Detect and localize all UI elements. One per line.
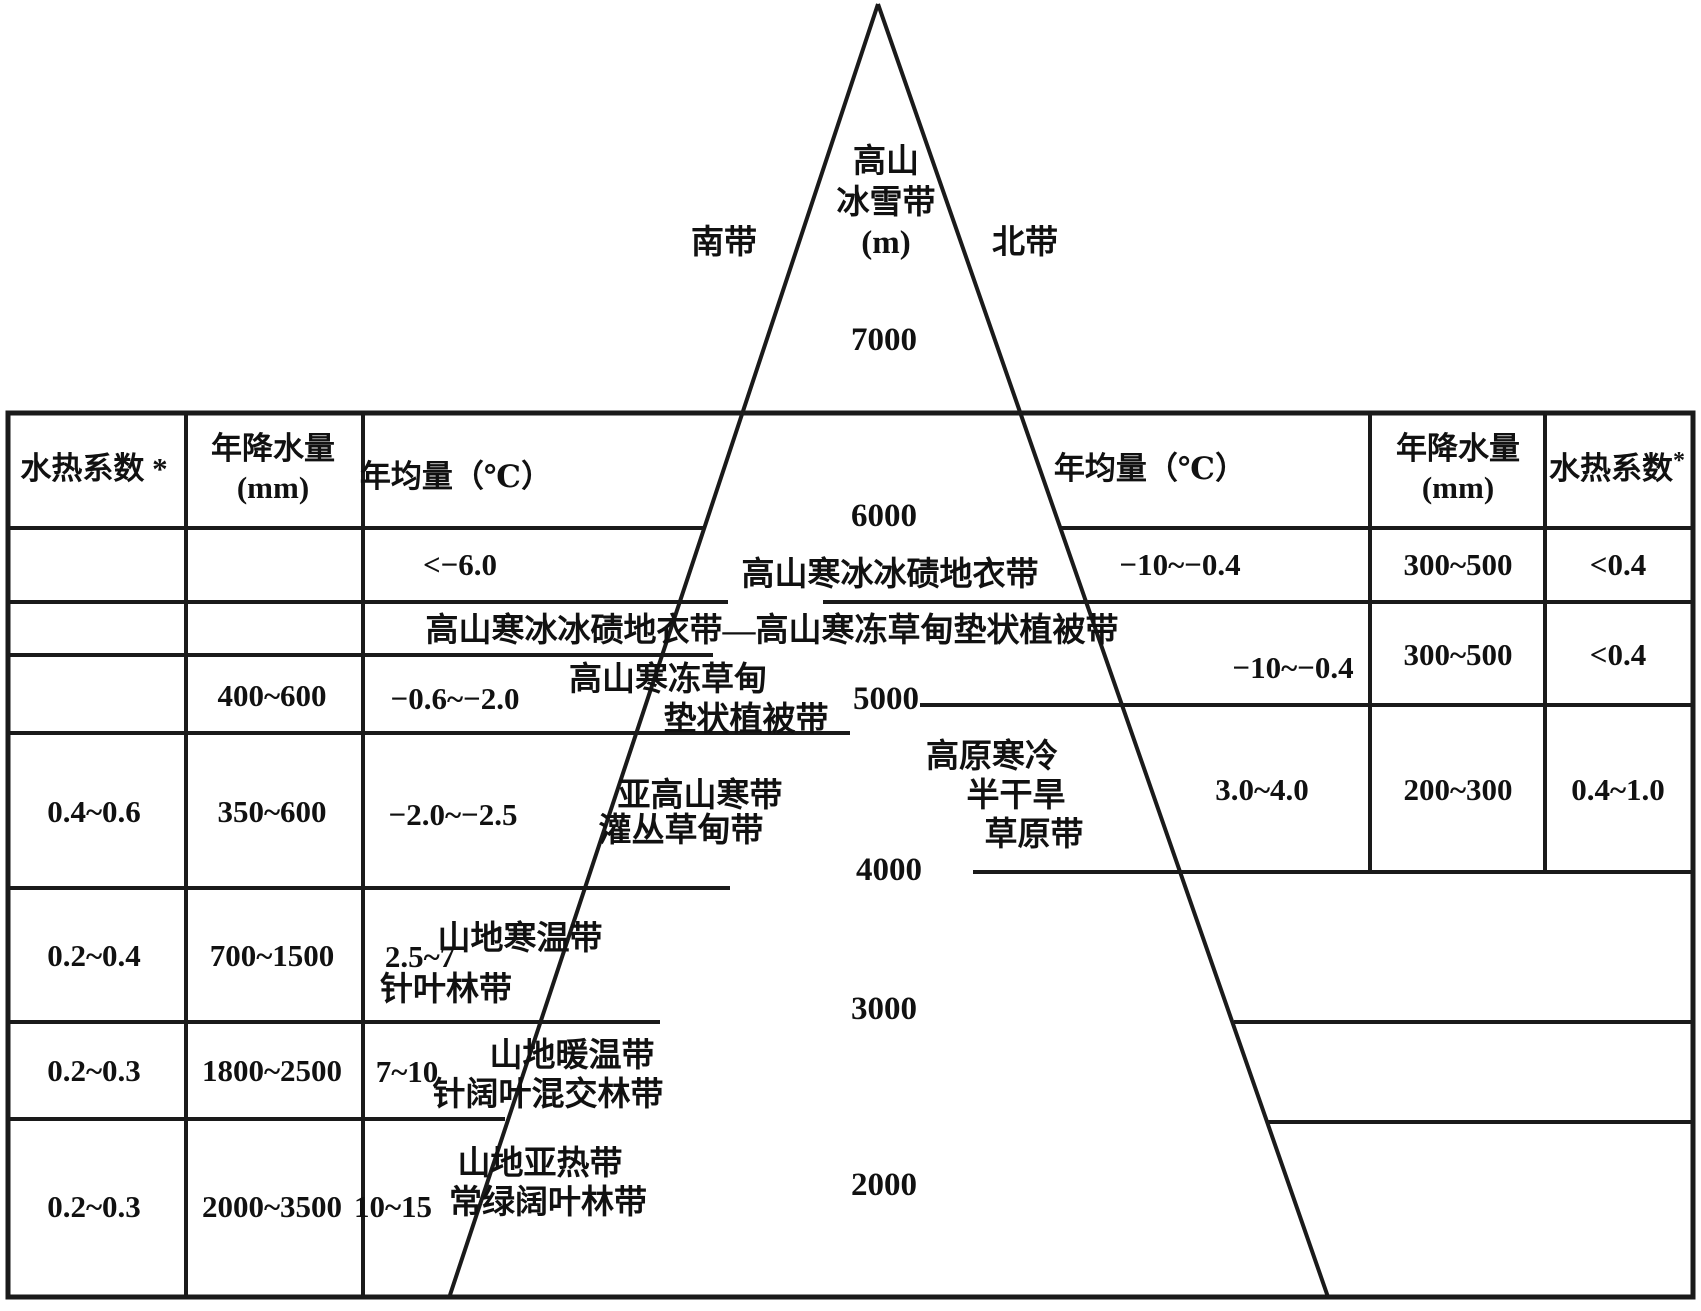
right-header-precip-line2: (mm) <box>1421 470 1495 506</box>
left-header-coefficient: 水热系数 * <box>20 451 168 487</box>
left-r5-precip: 700~1500 <box>209 938 335 974</box>
left-r5-coef: 0.2~0.4 <box>47 938 141 974</box>
zone-subalpine-line1: 亚高山寒带 <box>617 778 783 815</box>
summit-label-line2: 冰雪带 <box>836 185 936 222</box>
left-header-precip-line1: 年降水量 <box>211 431 335 467</box>
left-r6-precip: 1800~2500 <box>201 1053 343 1089</box>
right-header-temperature: 年均量（℃） <box>1053 451 1247 487</box>
left-r7-temp: 10~15 <box>353 1189 433 1225</box>
left-r5-temp: 2.5~7 <box>384 939 456 975</box>
zone-warm-temperate-line2: 针阔叶混交林带 <box>432 1077 664 1114</box>
left-r4-temp: −2.0~−2.5 <box>388 797 518 833</box>
left-r7-coef: 0.2~0.3 <box>47 1189 141 1225</box>
summit-unit-label: (m) <box>861 225 911 262</box>
zone-transition-belt: 高山寒冰冰碛地衣带—高山寒冻草甸垫状植被带 <box>425 613 1119 650</box>
zone-subalpine-line2: 灌丛草甸带 <box>598 813 764 850</box>
right-header-precip-line1: 年降水量 <box>1396 431 1520 467</box>
left-header-temperature: 年均量（℃） <box>359 459 553 495</box>
zone-frozen-meadow-line1: 高山寒冻草甸 <box>569 662 767 699</box>
left-r3-temp: −0.6~−2.0 <box>390 681 520 717</box>
zone-plateau-steppe-line3: 草原带 <box>984 817 1084 854</box>
elevation-2000: 2000 <box>851 1167 917 1204</box>
right-r1-precip: 300~500 <box>1403 547 1513 583</box>
left-r3-precip: 400~600 <box>217 678 327 714</box>
right-r3-temp: 3.0~4.0 <box>1215 772 1309 808</box>
zone-alpine-lichen: 高山寒冰冰碛地衣带 <box>741 557 1039 594</box>
zone-cold-temperate-line2: 针叶林带 <box>380 972 512 1009</box>
left-r4-coef: 0.4~0.6 <box>47 794 141 830</box>
summit-label-line1: 高山 <box>853 144 919 181</box>
south-belt-label: 南带 <box>691 225 757 262</box>
table-outer-border <box>5 410 1696 1300</box>
left-header-precip-line2: (mm) <box>236 470 310 506</box>
zone-cold-temperate-line1: 山地寒温带 <box>437 921 603 958</box>
right-r2-coef: <0.4 <box>1589 637 1647 673</box>
zone-plateau-steppe-line2: 半干旱 <box>966 778 1066 815</box>
north-belt-label: 北带 <box>992 225 1058 262</box>
zone-plateau-steppe-line1: 高原寒冷 <box>926 739 1058 776</box>
zone-subtropical-line2: 常绿阔叶林带 <box>449 1185 647 1222</box>
right-r2-precip: 300~500 <box>1403 637 1513 673</box>
zone-warm-temperate-line1: 山地暖温带 <box>489 1038 655 1075</box>
left-r7-precip: 2000~3500 <box>201 1189 343 1225</box>
right-r3-precip: 200~300 <box>1403 772 1513 808</box>
right-r1-temp: −10~−0.4 <box>1119 547 1241 583</box>
right-r2-temp: −10~−0.4 <box>1232 650 1354 686</box>
right-r3-coef: 0.4~1.0 <box>1571 772 1665 808</box>
elevation-3000: 3000 <box>851 991 917 1028</box>
elevation-5000: 5000 <box>853 681 919 718</box>
mountain-outline <box>448 3 1330 1298</box>
elevation-4000: 4000 <box>856 852 922 889</box>
left-r1-temp: <−6.0 <box>422 547 498 583</box>
elevation-6000: 6000 <box>851 498 917 535</box>
left-r6-temp: 7~10 <box>375 1054 439 1090</box>
table-column-lines <box>184 413 1547 1297</box>
left-r6-coef: 0.2~0.3 <box>47 1053 141 1089</box>
zone-subtropical-line1: 山地亚热带 <box>457 1146 623 1183</box>
left-r4-precip: 350~600 <box>217 794 327 830</box>
elevation-7000: 7000 <box>851 322 917 359</box>
asterisk-superscript: * <box>1673 447 1685 474</box>
zone-frozen-meadow-line2: 垫状植被带 <box>663 702 829 739</box>
table-row-lines <box>8 526 1693 1124</box>
right-header-coefficient: 水热系数* <box>1549 447 1685 487</box>
right-r1-coef: <0.4 <box>1589 547 1647 583</box>
